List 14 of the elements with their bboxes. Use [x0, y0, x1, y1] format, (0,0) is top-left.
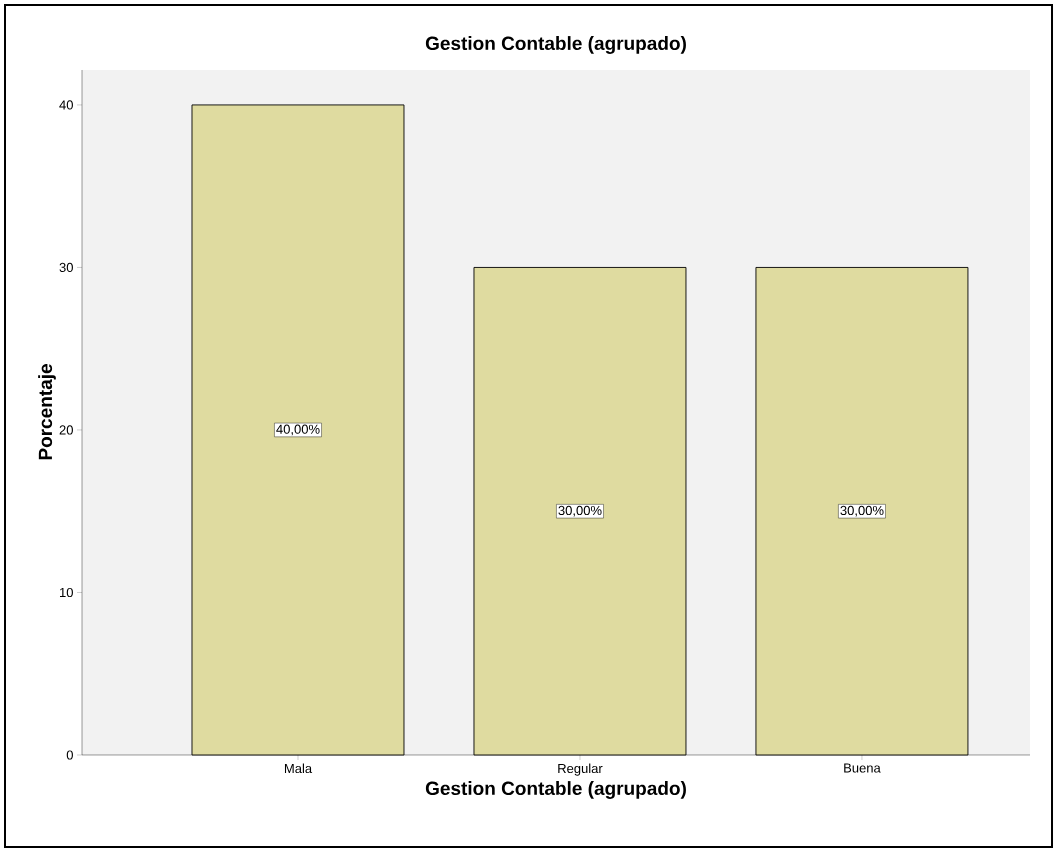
data-label: 40,00%: [276, 424, 320, 436]
y-tick-label: 10: [60, 587, 73, 598]
y-tick-label: 40: [59, 100, 73, 110]
y-tick-label: 20: [59, 425, 73, 435]
y-tick-label: 30: [59, 262, 73, 273]
x-tick-label: Buena: [844, 763, 881, 773]
y-axis-title: Porcentaje: [38, 364, 56, 460]
y-tick-label: 0: [66, 750, 73, 760]
x-tick-label: Regular: [558, 763, 603, 776]
data-label: 30,00%: [840, 505, 884, 517]
x-axis-title: Gestion Contable (agrupado): [425, 781, 686, 799]
data-label: 30,00%: [558, 505, 602, 517]
chart-title: Gestion Contable (agrupado): [425, 36, 686, 54]
x-tick-label: Mala: [284, 763, 313, 774]
